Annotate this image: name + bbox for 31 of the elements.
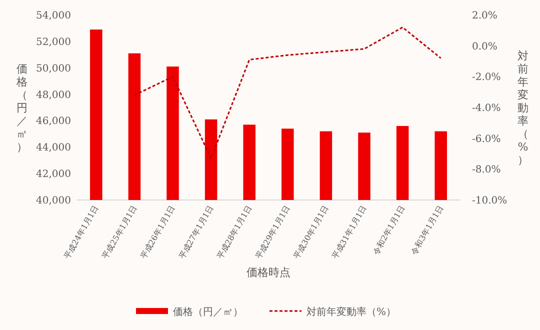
y2-tick-label: -8.0% [472,164,501,176]
legend-label: 対前年変動率（%） [306,306,396,318]
y2-tick-label: -4.0% [472,103,501,114]
x-tick-label: 平成27年1月1日 [177,204,216,261]
y-tick-label: 46,000 [36,116,71,128]
y2-tick-label: -6.0% [472,134,501,145]
x-tick-label: 平成25年1月1日 [100,204,139,261]
legend-label: 価格（円／㎡） [173,306,243,318]
y2-tick-label: -10.0% [472,196,508,206]
y-tick-label: 44,000 [36,142,71,154]
y-tick-label: 50,000 [36,63,71,74]
x-axis-title: 価格時点 [246,266,290,279]
x-tick-label: 平成28年1月1日 [216,204,254,261]
x-tick-label: 平成31年1月1日 [330,204,368,261]
x-tick-label: 平成30年1月1日 [292,204,330,261]
y-tick-label: 48,000 [36,90,71,101]
y2-tick-label: -2.0% [472,72,501,84]
line-series [134,26,442,160]
x-tick-label: 平成26年1月1日 [138,204,177,261]
x-tick-label: 平成24年1月1日 [62,204,100,261]
y-tick-label: 40,000 [36,196,71,206]
text: 対前年変動率（%） [518,50,528,166]
y-tick-label: 52,000 [36,36,71,48]
y-tick-label: 42,000 [36,169,71,180]
y2-tick-label: 0.0% [472,41,498,52]
y-tick-label: 54,000 [36,10,71,22]
y-axis-title: 価格（円／㎡） [16,62,28,154]
y2-tick-label: 2.0% [472,10,498,22]
x-tick-label: 令和3年1月1日 [410,204,446,256]
x-tick-label: 平成29年1月1日 [254,204,292,261]
x-tick-label: 令和2年1月1日 [371,204,407,256]
